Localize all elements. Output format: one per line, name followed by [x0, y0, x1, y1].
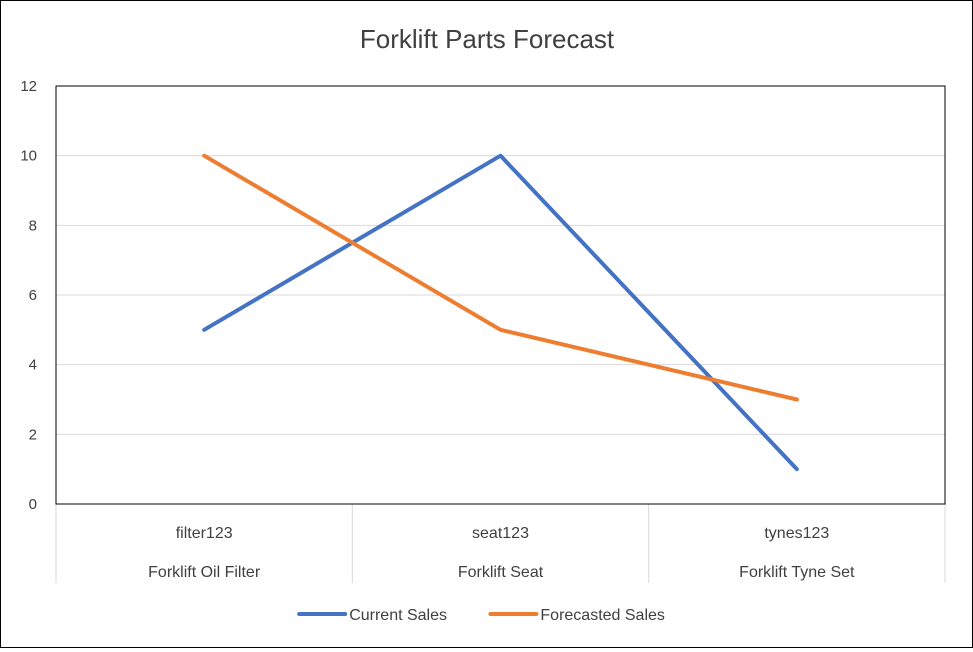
legend-label-1: Forecasted Sales: [540, 607, 665, 624]
y-tick-label: 4: [29, 357, 37, 374]
x-tick-label-name: Forklift Seat: [458, 564, 544, 581]
y-tick-label: 0: [29, 496, 37, 513]
plot-border-layer: [55, 85, 946, 505]
x-tick-label-name: Forklift Oil Filter: [148, 564, 261, 581]
grid-layer: [55, 155, 946, 583]
plot-area-border: [55, 85, 946, 505]
x-tick-label-code: tynes123: [764, 525, 829, 542]
x-tick-label-code: seat123: [472, 525, 529, 542]
y-tick-label: 10: [20, 148, 37, 165]
series-layer: [202, 153, 799, 472]
y-axis-ticks: 0 2 4 6 8 10 12: [20, 78, 37, 513]
legend-label-0: Current Sales: [349, 607, 447, 624]
legend: Current Sales Forecasted Sales: [297, 607, 665, 624]
series-line-1: [202, 153, 799, 402]
series-line-0: [202, 153, 799, 472]
x-axis-categories: filter123 Forklift Oil Filter seat123 Forkl…: [148, 525, 855, 581]
y-tick-label: 6: [29, 287, 37, 304]
x-tick-label-name: Forklift Tyne Set: [739, 564, 855, 581]
y-tick-label: 2: [29, 426, 37, 443]
y-tick-label: 12: [20, 78, 37, 95]
y-tick-label: 8: [29, 217, 37, 234]
chart-title: Forklift Parts Forecast: [360, 24, 615, 54]
x-tick-label-code: filter123: [176, 525, 233, 542]
